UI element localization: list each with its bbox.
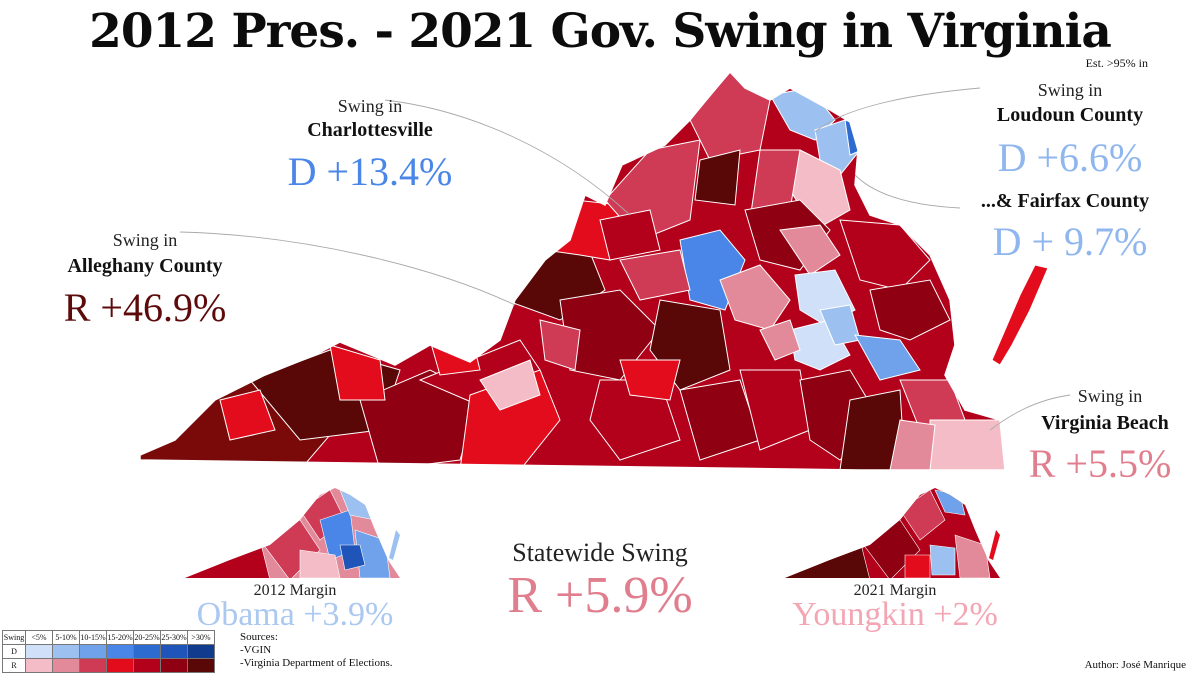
fairfax-value: D + 9.7% — [992, 219, 1148, 264]
virginia-beach-value: R +5.5% — [1028, 441, 1172, 486]
statewide-label: Statewide Swing — [512, 538, 688, 567]
inset-2012-shore — [389, 530, 400, 560]
swing-legend: Swing <5% 5-10% 10-15% 15-20% 20-25% 25-… — [2, 630, 215, 673]
inset-map-2012 — [185, 488, 400, 578]
charlottesville-prefix: Swing in — [337, 96, 403, 116]
source-item: -VGIN — [240, 644, 272, 656]
inset-2012-label: 2012 Margin — [253, 582, 337, 599]
legend-swatch — [52, 658, 80, 673]
legend-swatch — [52, 644, 80, 659]
legend-swatch — [25, 644, 53, 659]
legend-bin: <5% — [25, 630, 53, 645]
legend-swatch — [133, 644, 161, 659]
virginia-beach-prefix: Swing in — [1077, 386, 1143, 406]
legend-swatch — [187, 644, 215, 659]
statewide-value: R +5.9% — [507, 567, 693, 624]
legend-swatch — [25, 658, 53, 673]
legend-swatch — [106, 644, 134, 659]
inset-2012-value: Obama +3.9% — [196, 596, 394, 633]
alleghany-prefix: Swing in — [112, 230, 178, 250]
virginia-beach-name: Virginia Beach — [1041, 412, 1169, 434]
loudoun-name: Loudoun County — [996, 104, 1144, 126]
alleghany-name: Alleghany County — [67, 255, 223, 277]
inset-map-2021 — [785, 488, 1000, 578]
legend-row-label: D — [2, 644, 26, 659]
legend-swatch — [106, 658, 134, 673]
eastern-shore — [991, 264, 1049, 366]
legend-bin: 15-20% — [106, 630, 134, 645]
inset-2021-label: 2021 Margin — [853, 582, 937, 599]
sources-heading: Sources: — [240, 631, 278, 643]
legend-swatch — [160, 644, 188, 659]
legend-header: Swing — [2, 630, 26, 645]
loudoun-value: D +6.6% — [997, 135, 1143, 180]
callout-leaders — [179, 87, 1071, 431]
legend-swatch — [79, 658, 107, 673]
alleghany-value: R +46.9% — [63, 285, 227, 330]
legend-swatch — [133, 658, 161, 673]
legend-swatch — [79, 644, 107, 659]
loudoun-prefix: Swing in — [1037, 80, 1103, 100]
inset-2021-value: Youngkin +2% — [792, 596, 998, 633]
author-credit: Author: José Manrique — [1084, 659, 1186, 671]
legend-bin: 20-25% — [133, 630, 161, 645]
source-item: -Virginia Department of Elections. — [240, 657, 393, 669]
estimate-note: Est. >95% in — [1085, 56, 1148, 70]
charlottesville-value: D +13.4% — [287, 149, 453, 194]
sources: Sources: -VGIN -Virginia Department of E… — [240, 631, 392, 670]
fairfax-name: ...& Fairfax County — [980, 190, 1150, 212]
legend-bin: 5-10% — [52, 630, 80, 645]
legend-row-label: R — [2, 658, 26, 673]
charlottesville-name: Charlottesville — [307, 119, 433, 141]
legend-bin: 10-15% — [79, 630, 107, 645]
legend-swatch — [160, 658, 188, 673]
inset-2021-shore — [989, 530, 1000, 560]
county-fills — [140, 72, 1005, 470]
legend-swatch — [187, 658, 215, 673]
legend-bin: >30% — [187, 630, 215, 645]
legend-bin: 25-30% — [160, 630, 188, 645]
page-title: 2012 Pres. - 2021 Gov. Swing in Virginia — [89, 4, 1112, 59]
